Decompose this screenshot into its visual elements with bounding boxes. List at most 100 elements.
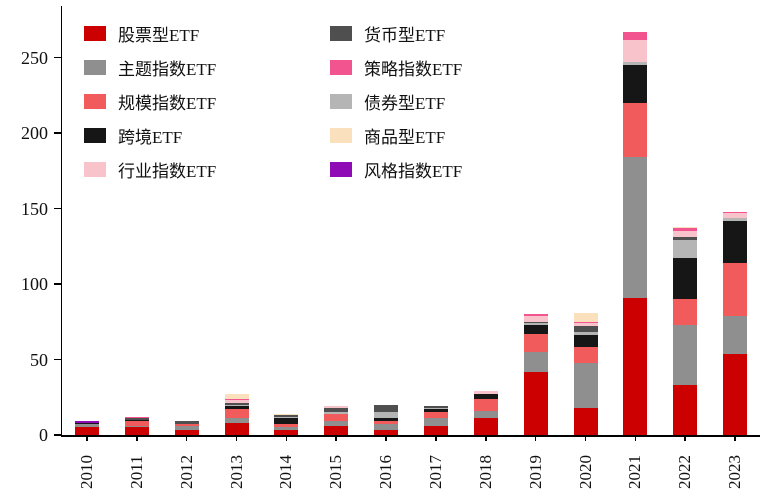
bar-segment-货币型ETF bbox=[174, 421, 199, 425]
y-tick-mark bbox=[54, 56, 61, 59]
bar-segment-主题指数ETF bbox=[374, 424, 399, 431]
bar-segment-货币型ETF bbox=[573, 326, 598, 333]
bar-segment-债券型ETF bbox=[274, 416, 299, 419]
legend-item: 行业指数ETF bbox=[84, 152, 216, 186]
legend-swatch-icon bbox=[330, 127, 352, 143]
x-tick-label: 2015 bbox=[326, 455, 346, 489]
legend-item: 风格指数ETF bbox=[330, 152, 462, 186]
x-tick-mark bbox=[86, 435, 88, 441]
x-axis-line bbox=[60, 435, 760, 437]
bar-segment-主题指数ETF bbox=[673, 324, 698, 386]
bar-segment-跨境ETF bbox=[224, 406, 249, 410]
legend-label: 规模指数ETF bbox=[118, 93, 217, 113]
bar-segment-跨境ETF bbox=[473, 394, 498, 399]
x-tick-mark bbox=[584, 435, 587, 441]
x-tick-label: 2021 bbox=[625, 455, 645, 489]
bar-segment-债券型ETF bbox=[573, 332, 598, 336]
legend-item: 债券型ETF bbox=[330, 84, 462, 118]
bar-segment-股票型ETF bbox=[324, 425, 349, 435]
legend-label: 跨境ETF bbox=[118, 127, 183, 147]
legend-swatch-icon bbox=[330, 59, 352, 75]
x-tick-mark bbox=[185, 435, 188, 441]
bar-segment-主题指数ETF bbox=[623, 157, 648, 298]
x-tick-mark bbox=[435, 435, 437, 441]
bar-segment-规模指数ETF bbox=[573, 347, 598, 363]
legend-swatch-icon bbox=[330, 93, 352, 109]
legend-item: 商品型ETF bbox=[330, 118, 462, 152]
y-tick-mark bbox=[54, 283, 61, 285]
bar-segment-规模指数ETF bbox=[623, 103, 648, 158]
bar-segment-行业指数ETF bbox=[523, 315, 548, 322]
y-tick-mark bbox=[54, 132, 61, 134]
legend-swatch-icon bbox=[330, 161, 352, 177]
x-tick-label: 2018 bbox=[475, 455, 495, 489]
y-tick-label: 150 bbox=[21, 198, 48, 219]
bar-segment-跨境ETF bbox=[523, 324, 548, 334]
x-tick-mark bbox=[335, 435, 337, 441]
legend-swatch-icon bbox=[84, 59, 106, 75]
legend-swatch-icon bbox=[84, 25, 106, 41]
bar-segment-规模指数ETF bbox=[324, 413, 349, 422]
bar-segment-主题指数ETF bbox=[523, 352, 548, 372]
bar-segment-商品型ETF bbox=[224, 394, 249, 399]
y-tick-label: 100 bbox=[21, 274, 48, 295]
legend-label: 行业指数ETF bbox=[118, 161, 217, 181]
bar-segment-股票型ETF bbox=[673, 385, 698, 435]
bar-segment-主题指数ETF bbox=[324, 421, 349, 426]
bar-segment-主题指数ETF bbox=[74, 424, 99, 428]
x-tick-label: 2010 bbox=[76, 455, 96, 489]
bar-segment-货币型ETF bbox=[124, 418, 149, 420]
bar-segment-货币型ETF bbox=[274, 415, 299, 417]
bar-segment-规模指数ETF bbox=[673, 299, 698, 325]
x-tick-label: 2020 bbox=[575, 455, 595, 489]
bar-segment-股票型ETF bbox=[723, 353, 748, 435]
bar-segment-股票型ETF bbox=[224, 422, 249, 435]
bar-segment-股票型ETF bbox=[423, 425, 448, 435]
bar-segment-规模指数ETF bbox=[723, 262, 748, 316]
bar-segment-货币型ETF bbox=[673, 237, 698, 241]
x-tick-label: 2012 bbox=[176, 455, 196, 489]
bar-segment-行业指数ETF bbox=[673, 231, 698, 238]
bar-segment-债券型ETF bbox=[523, 323, 548, 325]
x-tick-mark bbox=[684, 435, 686, 441]
legend-column-1: 股票型ETF 主题指数ETF 规模指数ETF 跨境ETF 行业指数ETF bbox=[84, 16, 216, 186]
y-tick-label: 50 bbox=[30, 349, 48, 370]
bar-segment-货币型ETF bbox=[523, 321, 548, 324]
bar-segment-债券型ETF bbox=[374, 412, 399, 419]
y-tick-mark bbox=[54, 207, 61, 210]
bar-segment-规模指数ETF bbox=[224, 409, 249, 419]
legend-item: 策略指数ETF bbox=[330, 50, 462, 84]
x-tick-label: 2011 bbox=[126, 455, 146, 489]
legend-label: 主题指数ETF bbox=[118, 59, 217, 79]
bar-segment-行业指数ETF bbox=[324, 406, 349, 408]
legend-item: 主题指数ETF bbox=[84, 50, 216, 84]
bar-segment-规模指数ETF bbox=[374, 421, 399, 425]
bar-segment-行业指数ETF bbox=[723, 213, 748, 218]
bar-segment-规模指数ETF bbox=[124, 421, 149, 426]
bar-segment-规模指数ETF bbox=[473, 398, 498, 411]
x-tick-label: 2017 bbox=[425, 455, 445, 489]
bar-segment-策略指数ETF bbox=[623, 32, 648, 40]
bar-segment-策略指数ETF bbox=[124, 416, 149, 419]
bar-segment-主题指数ETF bbox=[124, 425, 149, 428]
bar-segment-行业指数ETF bbox=[473, 391, 498, 395]
x-tick-label: 2016 bbox=[376, 455, 396, 489]
bar-segment-货币型ETF bbox=[224, 403, 249, 405]
legend-item: 货币型ETF bbox=[330, 16, 462, 50]
bar-segment-股票型ETF bbox=[523, 371, 548, 435]
bar-segment-债券型ETF bbox=[723, 217, 748, 221]
x-tick-mark bbox=[235, 435, 238, 441]
x-tick-label: 2013 bbox=[226, 455, 246, 489]
bar-segment-跨境ETF bbox=[274, 418, 299, 425]
bar-segment-股票型ETF bbox=[473, 418, 498, 435]
bar-segment-货币型ETF bbox=[374, 404, 399, 413]
bar-segment-规模指数ETF bbox=[423, 412, 448, 419]
bar-segment-跨境ETF bbox=[573, 335, 598, 348]
legend-swatch-icon bbox=[84, 127, 106, 143]
legend-swatch-icon bbox=[330, 25, 352, 41]
bar-segment-债券型ETF bbox=[623, 62, 648, 66]
bar-segment-货币型ETF bbox=[324, 407, 349, 413]
bar-segment-策略指数ETF bbox=[573, 321, 598, 324]
x-tick-mark bbox=[534, 435, 537, 441]
